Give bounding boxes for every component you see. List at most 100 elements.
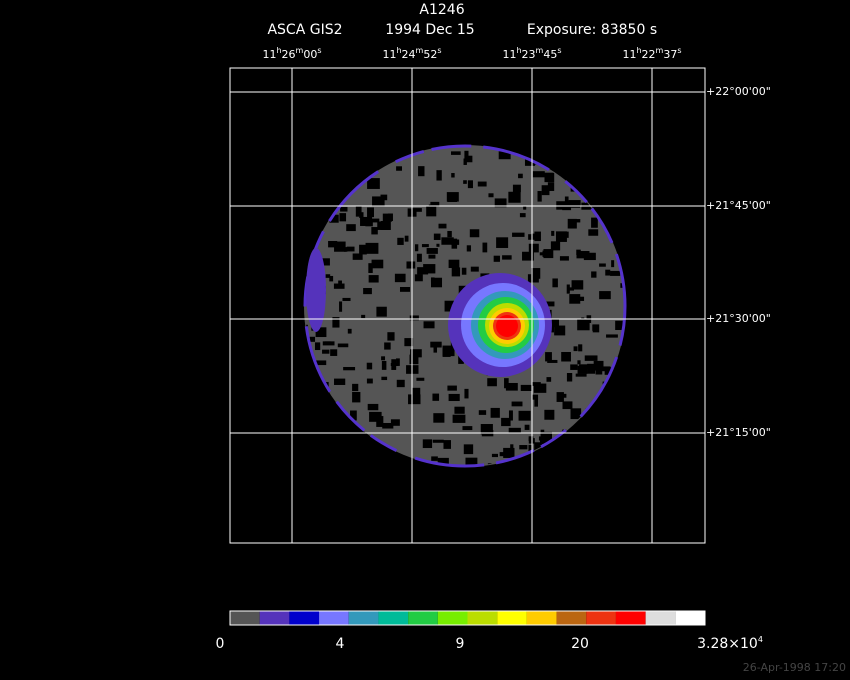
xray-image bbox=[303, 144, 627, 468]
speckle bbox=[570, 364, 578, 370]
speckle bbox=[540, 431, 553, 443]
speckle bbox=[569, 287, 574, 291]
ra-label-part: s bbox=[437, 46, 441, 55]
speckle bbox=[322, 258, 330, 266]
colorbar-label-part: 0 bbox=[216, 636, 225, 652]
ra-label: 11h26m00s bbox=[262, 46, 321, 61]
speckle bbox=[430, 201, 440, 207]
speckle bbox=[570, 408, 582, 420]
speckle bbox=[381, 356, 386, 361]
speckle bbox=[381, 376, 388, 381]
speckle bbox=[562, 204, 572, 211]
speckle bbox=[615, 320, 625, 331]
speckle bbox=[461, 267, 467, 275]
colorbar-swatch bbox=[437, 611, 468, 625]
speckle bbox=[350, 410, 357, 421]
colorbar-swatch bbox=[289, 611, 320, 625]
speckle bbox=[547, 182, 555, 191]
speckle bbox=[556, 392, 564, 402]
speckle bbox=[534, 398, 539, 407]
speckle bbox=[591, 271, 597, 278]
speckle bbox=[567, 201, 581, 208]
speckle bbox=[352, 391, 361, 403]
ra-label-part: 52 bbox=[423, 48, 437, 61]
speckle bbox=[554, 325, 566, 336]
speckle bbox=[544, 409, 555, 420]
speckle bbox=[587, 363, 596, 374]
speckle bbox=[549, 411, 554, 420]
speckle bbox=[478, 410, 487, 415]
speckle bbox=[524, 424, 530, 430]
speckle bbox=[599, 291, 611, 300]
speckle bbox=[522, 251, 534, 261]
ra-label-part: m bbox=[656, 46, 664, 55]
speckle bbox=[441, 237, 454, 245]
speckle bbox=[577, 365, 588, 374]
date: 1994 Dec 15 bbox=[385, 22, 474, 38]
ra-label-part: 11 bbox=[382, 48, 396, 61]
instrument: ASCA GIS2 bbox=[267, 22, 342, 38]
speckle bbox=[606, 334, 618, 338]
speckle bbox=[338, 280, 342, 284]
speckle bbox=[502, 255, 512, 260]
speckle bbox=[448, 393, 460, 402]
ra-label-part: s bbox=[557, 46, 561, 55]
speckle bbox=[339, 301, 343, 312]
speckle bbox=[346, 246, 355, 252]
speckle bbox=[360, 216, 373, 226]
speckle bbox=[576, 251, 590, 259]
ra-label-part: h bbox=[276, 46, 281, 55]
speckle bbox=[451, 267, 461, 277]
colorbar-swatch bbox=[615, 611, 646, 625]
speckle bbox=[337, 343, 349, 348]
speckle bbox=[518, 173, 523, 179]
speckle bbox=[482, 242, 488, 253]
speckle bbox=[452, 414, 466, 423]
speckle bbox=[566, 284, 570, 294]
speckle bbox=[433, 233, 441, 240]
speckle bbox=[342, 297, 351, 302]
speckle bbox=[343, 366, 356, 371]
frame bbox=[229, 67, 706, 544]
ra-label-part: h bbox=[636, 46, 641, 55]
speckle bbox=[443, 440, 451, 449]
speckle bbox=[505, 382, 518, 391]
speckle bbox=[334, 241, 346, 252]
speckle bbox=[431, 277, 443, 288]
speckle bbox=[550, 241, 561, 251]
speckle bbox=[572, 296, 585, 301]
speckle bbox=[332, 317, 340, 328]
ra-label-part: 45 bbox=[543, 48, 557, 61]
dec-label: +22°00'00" bbox=[706, 85, 771, 98]
speckle bbox=[537, 191, 542, 202]
speckle bbox=[421, 244, 429, 248]
speckle bbox=[396, 379, 405, 388]
speckle bbox=[566, 373, 573, 382]
speckle bbox=[519, 445, 528, 450]
colorbar-swatch bbox=[497, 611, 527, 625]
speckle bbox=[528, 444, 532, 455]
ra-label-part: s bbox=[677, 46, 681, 55]
dec-label: +21°15'00" bbox=[706, 426, 771, 439]
ra-label-part: 00 bbox=[303, 48, 317, 61]
speckle bbox=[584, 355, 598, 361]
speckle bbox=[359, 244, 367, 255]
speckle bbox=[446, 192, 459, 202]
speckle bbox=[504, 378, 509, 389]
speckle bbox=[390, 419, 400, 426]
ra-label-part: s bbox=[317, 46, 321, 55]
speckle bbox=[322, 349, 330, 354]
speckle bbox=[511, 401, 523, 407]
speckle bbox=[498, 151, 511, 160]
colorbar-swatch bbox=[348, 611, 379, 625]
speckle bbox=[334, 378, 346, 385]
ra-label-part: 26 bbox=[282, 48, 296, 61]
colorbar-swatch bbox=[556, 611, 587, 625]
speckle bbox=[368, 218, 380, 223]
speckle bbox=[528, 243, 539, 253]
speckle bbox=[346, 224, 356, 232]
speckle bbox=[437, 457, 449, 466]
colorbar-label-part: 3.28×10 bbox=[697, 636, 758, 652]
speckle bbox=[416, 377, 425, 381]
